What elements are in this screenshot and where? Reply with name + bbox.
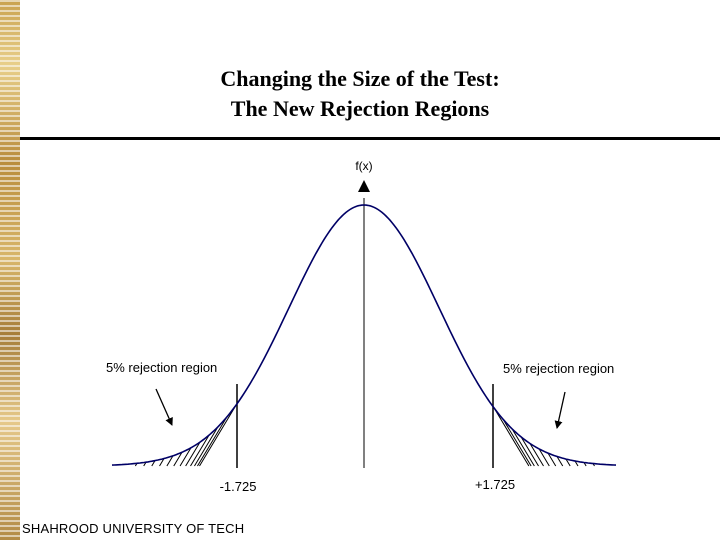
hatch-line <box>185 441 201 467</box>
hatch-line <box>511 428 535 467</box>
right-critical-value-label: +1.725 <box>475 477 515 492</box>
hatch-line <box>194 426 219 467</box>
left-critical-value-label: -1.725 <box>220 479 257 494</box>
y-axis-arrow-icon <box>358 180 370 192</box>
hatch-line <box>556 456 564 467</box>
title-divider <box>20 137 720 140</box>
density-curve <box>111 204 617 466</box>
hatch-line <box>565 458 571 467</box>
left-rejection-region-hatching <box>134 404 237 467</box>
hatch-line <box>199 404 237 467</box>
hatch-line <box>493 407 530 467</box>
left-region-label: 5% rejection region <box>106 360 217 375</box>
hatch-line <box>159 458 165 467</box>
right-region-label: 5% rejection region <box>503 361 614 376</box>
slide-title-line-1: Changing the Size of the Test: <box>220 66 500 91</box>
hatch-line <box>190 434 210 467</box>
hatch-line <box>197 416 228 467</box>
left-region-pointer-arrow <box>155 388 173 426</box>
right-region-pointer-arrow <box>554 391 566 429</box>
hatch-line <box>529 443 544 467</box>
hatch-line <box>520 436 539 467</box>
hatch-line <box>538 448 550 467</box>
hatch-line <box>166 455 174 467</box>
decorative-side-strip <box>0 0 20 540</box>
right-rejection-region-hatching <box>493 407 595 467</box>
hatch-line <box>173 452 183 467</box>
hatch-line <box>502 418 532 467</box>
slide-title-line-2: The New Rejection Regions <box>230 96 490 121</box>
footer-institution: SHAHROOD UNIVERSITY OF TECH <box>22 521 245 536</box>
slide-title: Changing the Size of the Test: The New R… <box>100 64 620 124</box>
hatch-line <box>179 447 192 467</box>
hatch-line <box>547 452 557 467</box>
y-axis-label: f(x) <box>355 159 372 173</box>
